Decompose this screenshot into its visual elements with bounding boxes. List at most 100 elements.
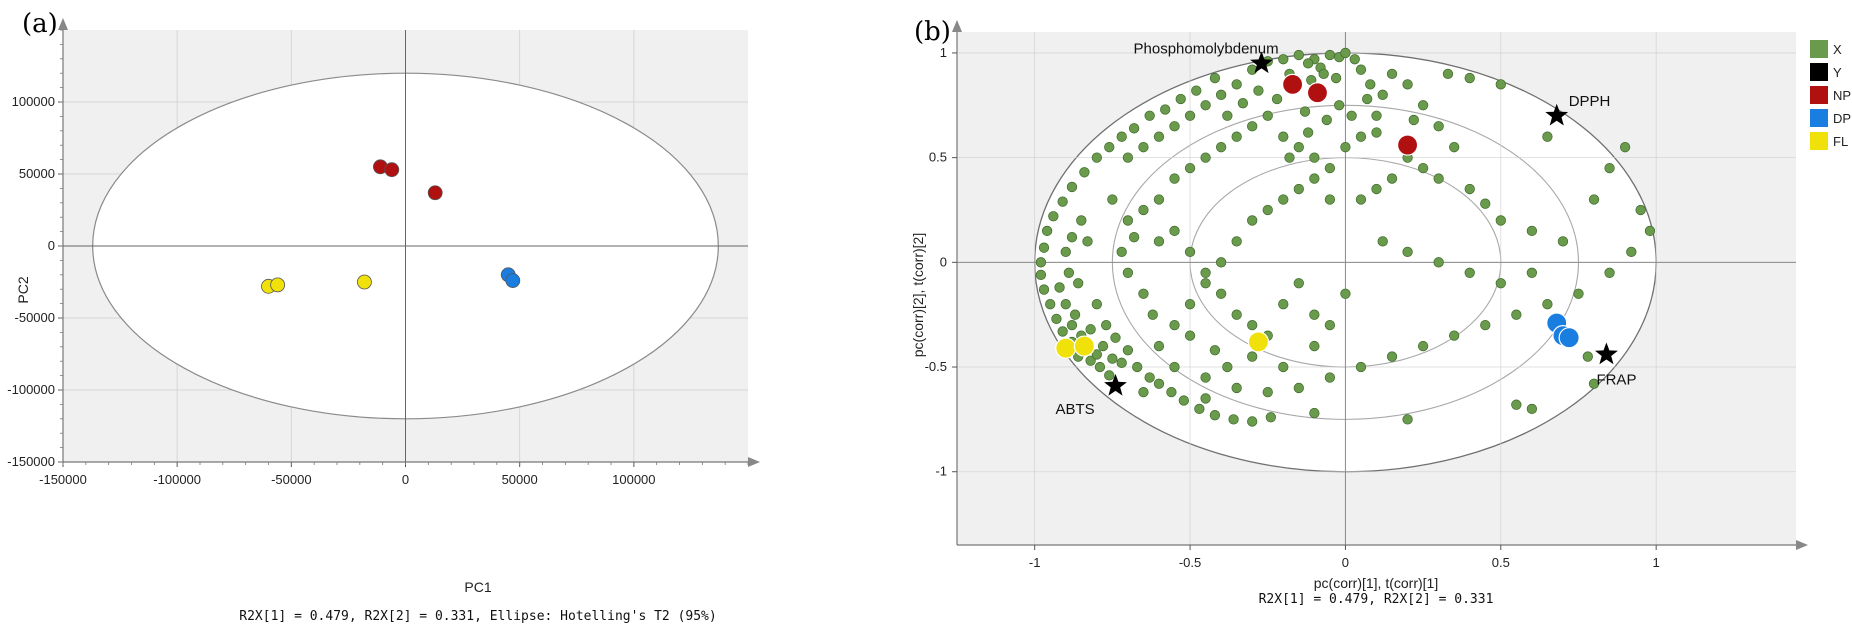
x-loading-point: [1039, 285, 1049, 295]
panel-a-x-tick-label: -100000: [153, 472, 201, 487]
x-loading-point: [1558, 237, 1568, 247]
score-point-np: [1283, 74, 1303, 94]
x-loading-point: [1365, 80, 1375, 90]
x-loading-point: [1201, 394, 1211, 404]
panel-a-score-point: [385, 163, 399, 177]
x-loading-point: [1263, 387, 1273, 397]
x-loading-point: [1543, 299, 1553, 309]
x-loading-point: [1341, 142, 1351, 152]
x-loading-point: [1076, 216, 1086, 226]
panel-a-y-tick-label: 0: [48, 238, 55, 253]
panel-b-y-tick-label: -0.5: [925, 359, 947, 374]
panel-a-x-axis-title: PC1: [464, 579, 491, 595]
legend-swatch: [1810, 40, 1828, 58]
x-loading-point: [1347, 111, 1357, 121]
x-loading-point: [1080, 167, 1090, 177]
panel-b-y-axis-title: pc(corr)[2], t(corr)[2]: [910, 233, 926, 357]
x-loading-point: [1123, 216, 1133, 226]
x-loading-point: [1132, 362, 1142, 372]
x-loading-point: [1185, 111, 1195, 121]
legend-swatch: [1810, 109, 1828, 127]
x-loading-point: [1409, 115, 1419, 125]
x-loading-point: [1387, 352, 1397, 362]
x-loading-point: [1058, 197, 1068, 207]
x-loading-point: [1356, 195, 1366, 205]
x-loading-point: [1278, 54, 1288, 64]
x-loading-point: [1387, 69, 1397, 79]
x-loading-point: [1232, 237, 1242, 247]
panel-b-caption: R2X[1] = 0.479, R2X[2] = 0.331: [1259, 592, 1494, 607]
y-variable-label: ABTS: [1055, 401, 1094, 418]
x-loading-point: [1185, 247, 1195, 257]
x-loading-point: [1139, 205, 1149, 215]
panel-b-x-tick-label: 0: [1342, 555, 1349, 570]
x-loading-point: [1322, 115, 1332, 125]
x-loading-point: [1325, 195, 1335, 205]
x-loading-point: [1247, 417, 1257, 427]
x-loading-point: [1300, 107, 1310, 117]
x-loading-point: [1064, 268, 1074, 278]
x-loading-point: [1185, 163, 1195, 173]
panel-a-x-tick-label: 0: [402, 472, 409, 487]
panel-b-x-tick-label: 1: [1653, 555, 1660, 570]
panel-b-x-tick-label: -0.5: [1179, 555, 1201, 570]
x-loading-point: [1636, 205, 1646, 215]
x-loading-point: [1527, 404, 1537, 414]
x-loading-point: [1278, 362, 1288, 372]
x-loading-point: [1310, 341, 1320, 351]
x-loading-point: [1117, 132, 1127, 142]
panel-a-label: (a): [22, 9, 58, 39]
x-loading-point: [1185, 299, 1195, 309]
x-loading-point: [1139, 142, 1149, 152]
x-loading-point: [1104, 371, 1114, 381]
panel-a-y-axis-arrow: [58, 18, 68, 30]
x-loading-point: [1589, 195, 1599, 205]
x-loading-point: [1527, 268, 1537, 278]
x-loading-point: [1117, 358, 1127, 368]
panel-a-y-tick-label: -50000: [15, 310, 55, 325]
panel-b-y-tick-label: -1: [935, 464, 947, 479]
panel-a-score-point: [357, 275, 371, 289]
x-loading-point: [1356, 132, 1366, 142]
x-loading-point: [1294, 278, 1304, 288]
x-loading-point: [1310, 153, 1320, 163]
x-loading-point: [1372, 184, 1382, 194]
panel-a-score-point: [271, 278, 285, 292]
x-loading-point: [1185, 331, 1195, 341]
x-loading-point: [1179, 396, 1189, 406]
score-point-fl: [1056, 338, 1076, 358]
x-loading-point: [1465, 73, 1475, 83]
x-loading-point: [1272, 94, 1282, 104]
panel-b-x-tick-label: -1: [1029, 555, 1041, 570]
panel-b-legend: XY NP DP FL: [1810, 40, 1851, 150]
x-loading-point: [1356, 362, 1366, 372]
panel-a-y-tick-label: 100000: [12, 94, 55, 109]
panel-b-y-tick-label: 1: [940, 45, 947, 60]
x-loading-point: [1465, 184, 1475, 194]
x-loading-point: [1160, 105, 1170, 115]
x-loading-point: [1101, 320, 1111, 330]
x-loading-point: [1512, 400, 1522, 410]
x-loading-point: [1216, 90, 1226, 100]
x-loading-point: [1303, 59, 1313, 69]
x-loading-point: [1620, 142, 1630, 152]
x-loading-point: [1095, 362, 1105, 372]
legend-label: NP: [1833, 88, 1851, 103]
panel-a-x-tick-label: 50000: [502, 472, 538, 487]
x-loading-point: [1036, 270, 1046, 280]
x-loading-point: [1378, 237, 1388, 247]
panel-b-label: (b): [914, 17, 951, 47]
y-variable-label: DPPH: [1569, 93, 1611, 110]
panel-a-score-plot: (a) -150000 -100000 -50000 0 50000 100000-150…: [7, 9, 760, 624]
x-loading-point: [1145, 111, 1155, 121]
x-loading-point: [1216, 142, 1226, 152]
legend-swatch: [1810, 132, 1828, 150]
x-loading-point: [1145, 373, 1155, 383]
x-loading-point: [1170, 174, 1180, 184]
x-loading-point: [1104, 142, 1114, 152]
x-loading-point: [1049, 211, 1059, 221]
x-loading-point: [1201, 153, 1211, 163]
x-loading-point: [1254, 86, 1264, 96]
x-loading-point: [1070, 310, 1080, 320]
x-loading-point: [1247, 216, 1257, 226]
